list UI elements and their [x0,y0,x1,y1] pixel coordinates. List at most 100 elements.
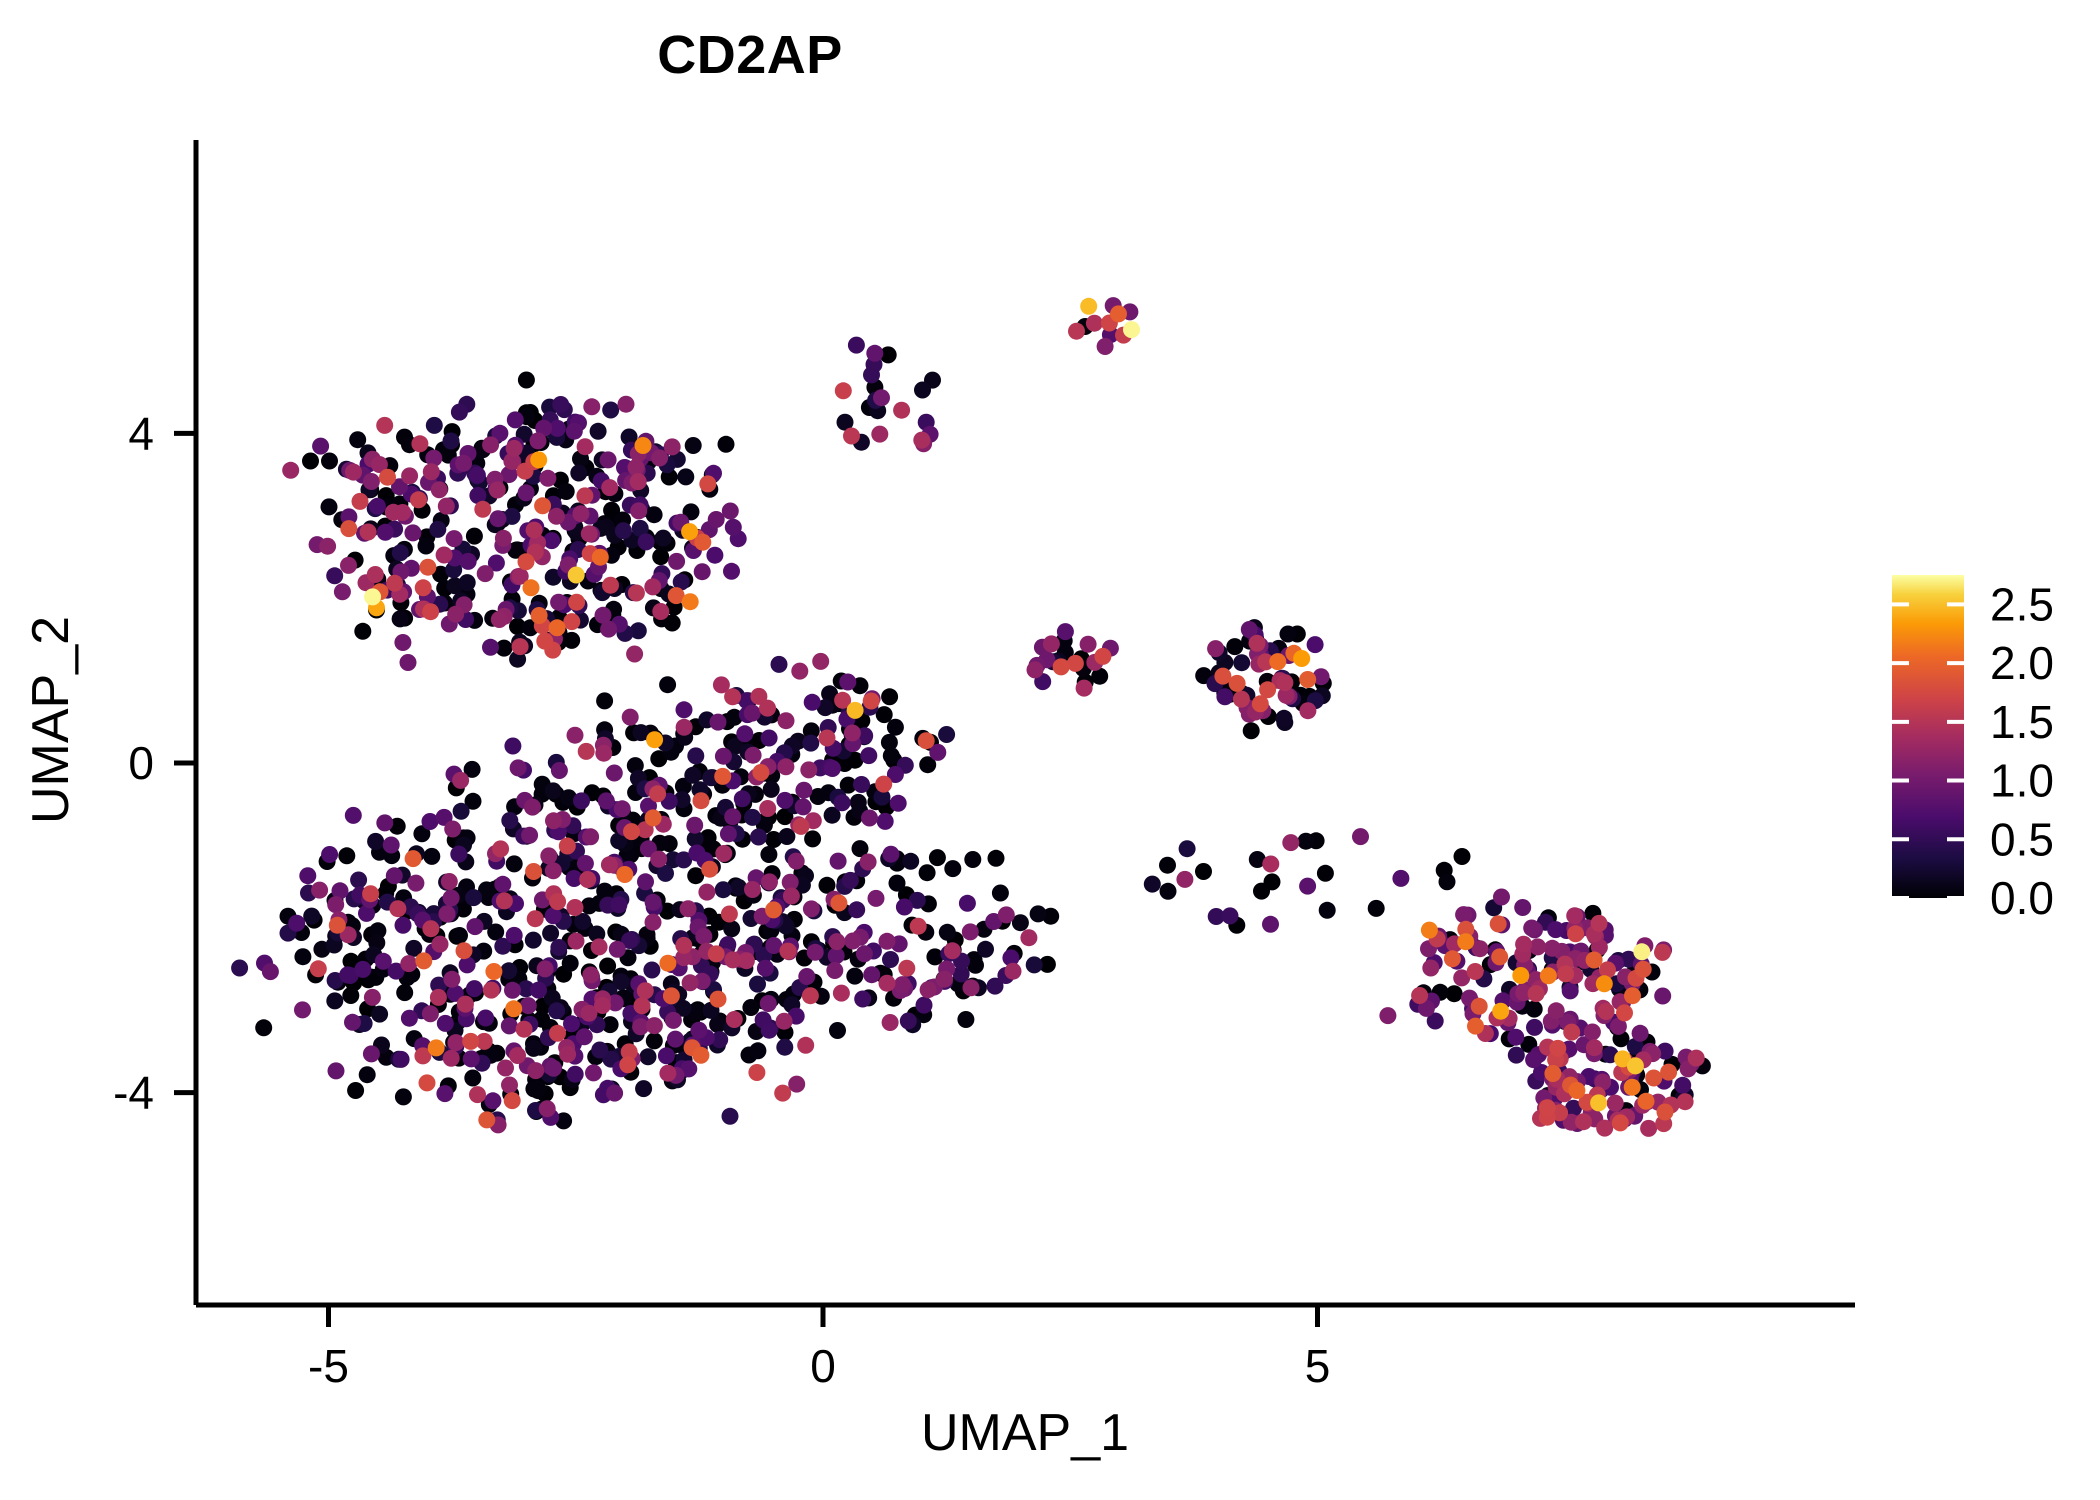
scatter-point [517,371,535,389]
scatter-point [663,438,681,456]
scatter-point [848,901,866,919]
scatter-point [376,814,394,832]
scatter-point [1004,962,1022,980]
scatter-point [400,1009,418,1027]
scatter-point [411,435,429,453]
scatter-point [886,718,904,736]
scatter-point [684,766,702,784]
scatter-point [748,1064,766,1081]
scatter-point [605,764,623,782]
scatter-point [591,548,609,566]
scatter-point [342,952,360,970]
scatter-point [565,870,583,887]
scatter-point [495,892,513,910]
scatter-point [458,956,476,974]
scatter-point [826,962,844,979]
scatter-point [914,381,931,399]
scatter-point [362,1045,380,1063]
scatter-point [526,910,544,928]
scatter-point [563,1015,580,1033]
scatter-point [806,943,824,961]
scatter-point [1507,1046,1525,1064]
scatter-point [573,792,590,810]
scatter-point [693,563,711,581]
scatter-point [644,893,662,911]
scatter-point [723,920,741,938]
scatter-point [895,898,913,916]
scatter-point [596,882,614,900]
scatter-point [692,1046,710,1064]
scatter-point [550,593,568,611]
scatter-point [529,432,547,450]
scatter-point [867,889,885,907]
scatter-point [497,1059,514,1077]
scatter-point [231,959,249,977]
scatter-point [1590,914,1608,932]
scatter-point [522,579,540,597]
scatter-point [1526,1018,1543,1036]
colorbar-gradient [1892,575,1964,898]
scatter-point [657,864,674,882]
scatter-point [414,1047,432,1065]
scatter-point [394,1088,412,1106]
scatter-point [327,1062,345,1080]
scatter-point [596,692,614,710]
scatter-point [362,885,380,903]
scatter-point [1029,905,1047,923]
scatter-point [843,724,861,742]
scatter-point [645,1032,663,1050]
scatter-point [794,798,812,816]
scatter-point [800,761,818,779]
scatter-point [760,846,778,863]
scatter-point [777,712,795,730]
scatter-point [399,654,417,671]
scatter-point [580,1004,598,1022]
scatter-point [1176,870,1194,888]
scatter-point [566,726,584,744]
scatter-point [447,1034,465,1052]
scatter-point [1042,635,1060,653]
scatter-point [610,832,628,850]
scatter-point [1645,1069,1663,1087]
scatter-point [575,1028,593,1046]
scatter-point [340,508,358,526]
scatter-point [446,984,464,1002]
scatter-points-layer [231,297,1711,1137]
scatter-point [599,451,617,469]
scatter-point [1207,908,1225,925]
scatter-point [1420,921,1438,939]
scatter-point [818,729,836,747]
colorbar-tick-label: 0.0 [1990,872,2054,924]
scatter-point [588,925,606,943]
scatter-point [1595,975,1613,993]
scatter-point [855,945,873,963]
scatter-point [1514,899,1532,916]
scatter-point [721,1107,739,1125]
scatter-point [849,793,867,811]
scatter-point [1221,907,1239,925]
scatter-point [657,1047,675,1065]
scatter-point [658,902,676,920]
scatter-point [650,850,668,868]
scatter-point [451,927,468,944]
scatter-point [899,1012,917,1030]
scatter-point [1640,1119,1658,1137]
scatter-point [1282,834,1300,852]
scatter-point [926,948,944,966]
scatter-point [544,862,562,880]
scatter-point [1606,1094,1624,1112]
scatter-point [952,965,970,983]
scatter-point [1178,840,1196,858]
scatter-point [447,605,465,623]
scatter-point [1568,1082,1586,1099]
y-axis-ticks: 4 0 -4 [113,407,196,1119]
scatter-point [509,650,527,668]
scatter-point [384,503,402,521]
scatter-point [635,1080,653,1098]
scatter-point [566,899,584,916]
scatter-point [1566,907,1584,925]
scatter-point [567,566,585,584]
scatter-point [401,467,419,485]
scatter-point [524,931,542,949]
scatter-point [385,867,403,885]
